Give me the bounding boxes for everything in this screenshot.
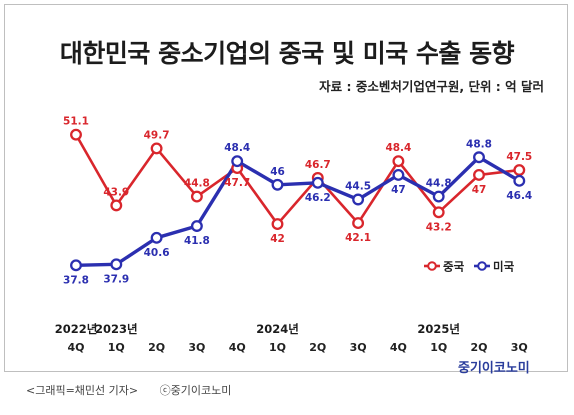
- data-label-china: 42: [270, 233, 285, 245]
- year-label: 2023년: [95, 322, 138, 336]
- data-label-usa: 46.4: [506, 190, 532, 202]
- data-point-china: [271, 218, 284, 231]
- data-point-china: [70, 128, 82, 141]
- data-label-usa: 44.8: [426, 178, 452, 190]
- year-label: 2025년: [417, 322, 460, 336]
- legend-label-usa: 미국: [493, 260, 515, 274]
- data-point-usa: [392, 168, 405, 181]
- data-label-china: 47.5: [506, 151, 532, 163]
- data-label-china: 47: [472, 184, 487, 196]
- data-point-usa: [352, 193, 365, 206]
- caption: <그래픽=채민선 기자> ⓒ중기이코노미: [26, 382, 249, 398]
- source-note: 자료 : 중소벤처기업연구원, 단위 : 억 달러: [319, 79, 544, 94]
- x-tick-label: 2Q: [470, 341, 487, 354]
- data-point-usa: [432, 190, 445, 203]
- data-label-china: 46.7: [305, 159, 331, 171]
- data-label-usa: 48.4: [224, 142, 250, 154]
- data-point-china: [392, 155, 405, 168]
- data-label-china: 51.1: [63, 116, 89, 128]
- data-label-usa: 46: [270, 166, 285, 178]
- copyright-note: ⓒ중기이코노미: [159, 384, 232, 397]
- x-tick-label: 4Q: [67, 341, 84, 354]
- data-point-usa: [231, 155, 244, 168]
- data-point-usa: [271, 178, 284, 191]
- data-point-usa: [473, 151, 485, 164]
- series-line-usa: [75, 155, 521, 268]
- data-label-china: 49.7: [144, 129, 170, 141]
- data-point-usa: [190, 220, 203, 232]
- data-label-usa: 48.8: [466, 138, 492, 150]
- data-point-china: [473, 168, 485, 181]
- chart-title: 대한민국 중소기업의 중국 및 미국 수출 동향: [59, 39, 515, 68]
- legend-marker-china: [427, 261, 437, 271]
- x-tick-label: 2Q: [309, 341, 326, 354]
- data-point-china: [110, 199, 123, 212]
- data-point-usa: [150, 231, 163, 244]
- data-label-china: 44.8: [184, 178, 210, 190]
- data-point-china: [352, 217, 365, 230]
- data-label-usa: 44.5: [345, 181, 371, 193]
- data-label-usa: 47: [391, 184, 406, 196]
- data-point-usa: [513, 174, 526, 187]
- data-label-china: 43.2: [426, 221, 452, 233]
- x-tick-label: 3Q: [350, 341, 367, 354]
- data-label-usa: 37.8: [63, 274, 89, 286]
- legend-label-china: 중국: [443, 260, 465, 274]
- x-tick-label: 1Q: [108, 341, 125, 354]
- data-point-china: [150, 142, 163, 155]
- data-point-usa: [311, 176, 324, 189]
- data-label-usa: 40.6: [144, 247, 170, 259]
- x-tick-label: 2Q: [148, 341, 165, 354]
- brand-logo-text: 중기이코노미: [458, 361, 530, 376]
- data-point-usa: [110, 258, 123, 271]
- data-label-china: 42.1: [345, 232, 371, 244]
- x-tick-label: 4Q: [390, 341, 407, 354]
- x-tick-label: 4Q: [229, 341, 246, 354]
- legend-marker-usa: [477, 261, 487, 271]
- data-label-china: 48.4: [385, 142, 411, 154]
- data-label-china: 43.9: [103, 186, 129, 198]
- x-tick-label: 1Q: [269, 341, 286, 354]
- data-point-usa: [70, 259, 82, 272]
- year-label: 2024년: [256, 322, 299, 336]
- x-tick-label: 3Q: [188, 341, 205, 354]
- x-tick-label: 3Q: [511, 341, 528, 354]
- data-label-usa: 46.2: [305, 192, 331, 204]
- data-label-usa: 41.8: [184, 235, 210, 247]
- graphic-credit: <그래픽=채민선 기자>: [26, 384, 139, 397]
- chart-frame: [4, 4, 568, 372]
- data-label-usa: 37.9: [103, 273, 129, 285]
- x-tick-label: 1Q: [430, 341, 447, 354]
- data-label-china: 47.7: [224, 177, 250, 189]
- data-point-china: [513, 164, 526, 176]
- series-line-china: [74, 134, 520, 226]
- data-point-china: [190, 190, 203, 203]
- year-label: 2022년: [55, 322, 98, 336]
- data-point-china: [432, 206, 445, 219]
